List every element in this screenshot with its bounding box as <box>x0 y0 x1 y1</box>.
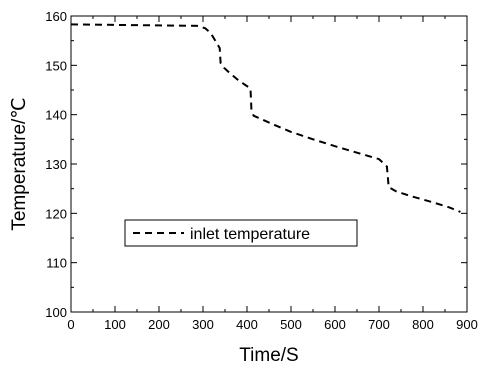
y-axis-ticks: 100 110 120 130 140 150 160 <box>45 9 467 320</box>
x-tick-label: 500 <box>280 317 302 332</box>
y-tick-label: 130 <box>45 157 67 172</box>
x-tick-label: 0 <box>67 317 74 332</box>
series-layer <box>70 23 461 213</box>
x-tick-label: 100 <box>104 317 126 332</box>
y-axis-title: Temperature/℃ <box>9 97 30 230</box>
legend-label-inlet-temperature: inlet temperature <box>190 226 310 243</box>
legend: inlet temperature <box>124 219 358 247</box>
x-tick-label: 600 <box>324 317 346 332</box>
x-tick-label: 900 <box>456 317 478 332</box>
y-tick-label: 120 <box>45 206 67 221</box>
x-tick-label: 400 <box>236 317 258 332</box>
x-axis-ticks: 0 100 200 300 400 500 600 700 800 900 <box>67 16 478 332</box>
y-tick-label: 100 <box>45 305 67 320</box>
plot-frame <box>70 15 468 313</box>
x-tick-label: 200 <box>148 317 170 332</box>
series-line-inlet-temperature <box>70 23 461 213</box>
plot-area-border <box>70 15 468 313</box>
y-tick-label: 160 <box>45 9 67 24</box>
y-tick-label: 150 <box>45 58 67 73</box>
x-tick-label: 300 <box>192 317 214 332</box>
y-tick-label: 140 <box>45 108 67 123</box>
y-tick-label: 110 <box>46 256 67 271</box>
x-axis-title: Time/S <box>239 345 298 366</box>
x-tick-label: 700 <box>368 317 390 332</box>
x-tick-label: 800 <box>412 317 434 332</box>
